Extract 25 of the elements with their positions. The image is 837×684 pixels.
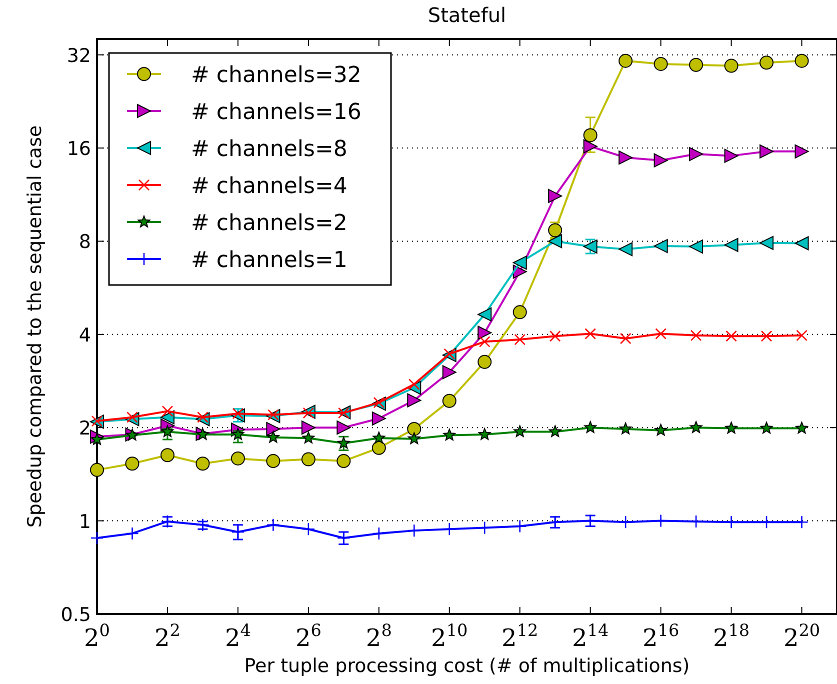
y-axis-title: Speedup compared to the sequential case — [24, 125, 46, 528]
x-tick-label: 2$^{2}$ — [154, 620, 180, 652]
y-tick-label: 32 — [66, 44, 91, 67]
x-tick-label: 2$^{8}$ — [366, 620, 392, 652]
legend-label: # channels=8 — [191, 137, 348, 162]
chart-title: Stateful — [428, 3, 506, 27]
x-tick-label: 2$^{20}$ — [783, 620, 820, 652]
x-tick-label: 2$^{6}$ — [295, 620, 322, 652]
legend-label: # channels=2 — [191, 211, 348, 236]
y-tick-label: 4 — [78, 324, 91, 346]
legend-label: # channels=32 — [191, 63, 362, 88]
x-tick-label: 2$^{18}$ — [712, 620, 750, 652]
y-tick-label: 1 — [78, 510, 91, 533]
x-tick-label: 2$^{12}$ — [502, 620, 538, 652]
y-tick-label: 16 — [66, 138, 91, 160]
x-tick-label: 2$^{4}$ — [224, 620, 251, 652]
legend-label: # channels=4 — [191, 174, 348, 199]
legend-label: # channels=1 — [191, 248, 348, 273]
x-tick-label: 2$^{16}$ — [642, 620, 680, 652]
x-tick-label: 2$^{10}$ — [431, 620, 468, 652]
y-tick-label: 2 — [78, 418, 91, 440]
x-tick-label: 2$^{14}$ — [572, 620, 609, 652]
legend-label: # channels=16 — [191, 100, 362, 125]
y-tick-label: 8 — [78, 231, 91, 254]
x-axis-title: Per tuple processing cost (# of multiplications) — [244, 655, 690, 677]
